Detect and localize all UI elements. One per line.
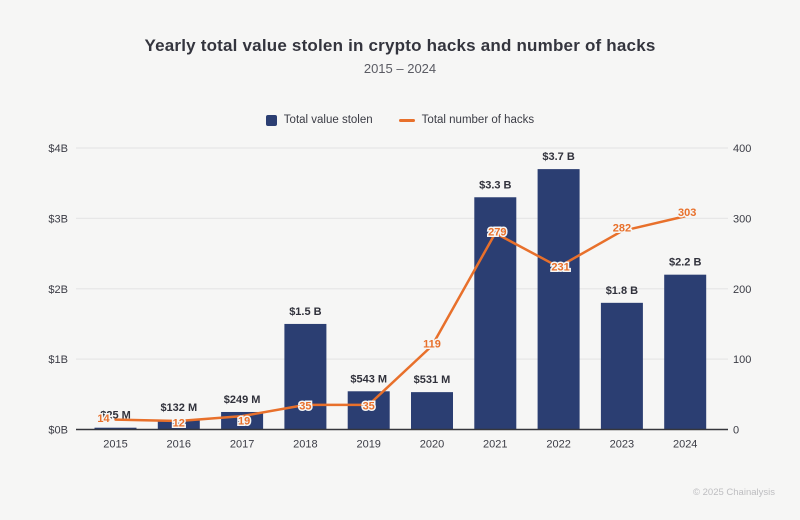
bar-2020: [411, 392, 453, 430]
x-axis-label-2015: 2015: [103, 439, 127, 451]
right-axis-tick: 300: [733, 213, 751, 225]
bar-value-label-2020: $531 M: [414, 374, 451, 386]
line-value-label-2017: 19: [238, 416, 250, 428]
bar-2018: [284, 323, 327, 430]
bar-value-label-2017: $249 M: [224, 394, 261, 406]
bar-value-label-2015: $25 M: [100, 410, 131, 422]
right-axis-tick: 400: [733, 143, 751, 155]
left-axis-tick: $4B: [48, 143, 68, 155]
bar-value-label-2023: $1.8 B: [606, 285, 638, 297]
bar-2016: [157, 420, 200, 430]
right-axis-tick: 0: [733, 425, 739, 437]
bar-value-label-2021: $3.3 B: [479, 179, 511, 191]
legend-item-total-number-of-hacks: Total number of hacks: [398, 114, 535, 126]
left-axis-tick: $0B: [48, 425, 68, 437]
legend-label-total-number-of-hacks: Total number of hacks: [421, 114, 535, 126]
line-value-label-2015: 14: [97, 413, 110, 425]
left-axis-tick: $2B: [48, 284, 68, 296]
x-axis-label-2023: 2023: [610, 439, 634, 451]
chart-subtitle: 2015 – 2024: [363, 61, 437, 76]
bar-2024: [664, 274, 707, 430]
line-value-label-2019: 35: [363, 400, 375, 412]
copyright-text: © 2025 Chainalysis: [693, 487, 775, 498]
legend: Total value stolen Total number of hacks: [0, 114, 800, 126]
x-axis-label-2021: 2021: [483, 439, 507, 451]
line-value-label-2016: 12: [173, 418, 185, 430]
bar-value-label-2016: $132 M: [160, 402, 197, 414]
bar-value-label-2019: $543 M: [350, 373, 387, 385]
bar-swatch-icon: [265, 114, 277, 126]
x-axis-label-2020: 2020: [420, 439, 444, 451]
bar-2015: [94, 427, 137, 430]
line-value-label-2023: 282: [613, 223, 631, 235]
chart-title: Yearly total value stolen in crypto hack…: [144, 36, 656, 55]
bar-2023: [600, 302, 643, 430]
left-axis-tick: $1B: [48, 354, 68, 366]
line-value-label-2021: 279: [488, 227, 506, 239]
bar-value-label-2024: $2.2 B: [669, 257, 701, 269]
legend-item-total-value-stolen: Total value stolen: [265, 114, 373, 126]
x-axis-label-2018: 2018: [293, 439, 317, 451]
x-axis-label-2024: 2024: [673, 439, 697, 451]
hacks-line: [114, 215, 687, 423]
bar-value-label-2018: $1.5 B: [289, 306, 321, 318]
x-axis-label-2022: 2022: [546, 439, 570, 451]
bar-2022: [537, 169, 580, 430]
left-axis-tick: $3B: [48, 213, 68, 225]
bar-2021: [474, 197, 517, 430]
line-value-label-2024: 303: [678, 207, 696, 219]
line-swatch-icon: [398, 118, 415, 122]
line-value-label-2020: 119: [423, 338, 441, 350]
legend-label-total-value-stolen: Total value stolen: [283, 114, 373, 126]
x-axis-label-2017: 2017: [230, 439, 254, 451]
line-value-label-2018: 35: [299, 400, 311, 412]
bar-2019: [347, 391, 390, 430]
bar-value-label-2022: $3.7 B: [542, 151, 574, 163]
right-axis-tick: 200: [733, 284, 751, 296]
x-axis-label-2016: 2016: [167, 439, 191, 451]
right-axis-tick: 100: [733, 354, 751, 366]
line-value-label-2022: 231: [551, 261, 569, 273]
x-axis-label-2019: 2019: [356, 439, 380, 451]
